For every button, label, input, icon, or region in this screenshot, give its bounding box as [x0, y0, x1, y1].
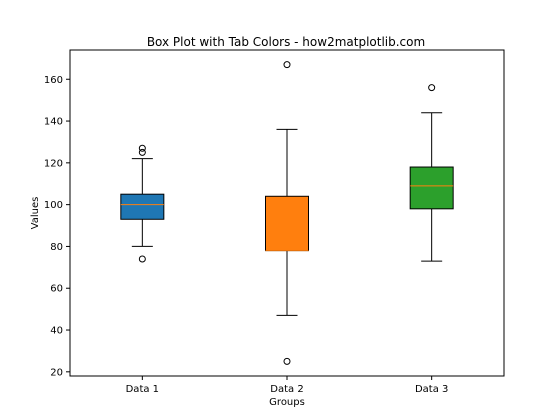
outlier-point: [428, 84, 436, 92]
box: [265, 195, 309, 252]
box: [120, 193, 165, 220]
y-tick-label: 140: [44, 117, 63, 128]
y-axis: 20 40 60 80 100 120 140 160: [44, 75, 70, 378]
box-series: [120, 61, 454, 365]
y-tick-label: 60: [50, 284, 63, 295]
outlier-point: [283, 61, 291, 69]
y-tick-label: 40: [50, 326, 63, 337]
x-axis: Data 1 Data 2 Data 3: [126, 376, 448, 395]
x-tick-label: Data 2: [270, 384, 303, 395]
x-axis-label: Groups: [269, 397, 305, 408]
y-axis-label: Values: [30, 197, 41, 230]
x-tick-label: Data 1: [126, 384, 159, 395]
outlier-point: [138, 144, 146, 152]
chart-title: Box Plot with Tab Colors - how2matplotli…: [147, 35, 425, 49]
y-tick-label: 120: [44, 158, 63, 169]
outlier-point: [283, 357, 291, 365]
y-tick-label: 160: [44, 75, 63, 86]
box-group: [120, 144, 165, 263]
outlier-point: [138, 148, 146, 156]
y-tick-label: 100: [44, 200, 63, 211]
y-tick-label: 20: [50, 367, 63, 378]
y-tick-label: 80: [50, 242, 63, 253]
box-group: [409, 84, 454, 262]
box-group: [265, 61, 309, 365]
x-tick-label: Data 3: [415, 384, 448, 395]
box: [409, 166, 454, 210]
outlier-point: [138, 255, 146, 263]
